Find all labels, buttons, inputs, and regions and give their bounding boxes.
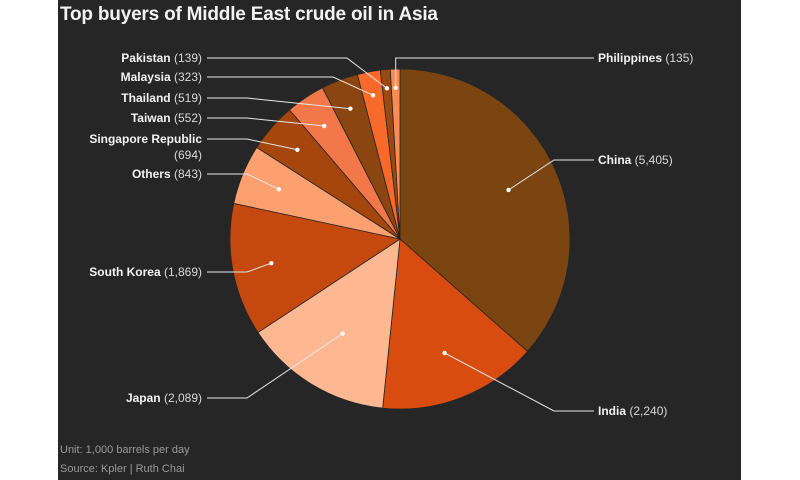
leader-line-malaysia	[207, 76, 374, 96]
leader-dot-india	[442, 350, 447, 356]
leader-line-others	[207, 173, 280, 190]
source-note: Source: Kpler | Ruth Chai	[60, 463, 185, 475]
pie-slice-japan	[257, 238, 401, 409]
leader-dot-philippines	[393, 85, 398, 91]
leader-line-china	[508, 159, 594, 191]
slice-label-value: (843)	[171, 167, 202, 181]
leader-line-india	[444, 352, 594, 412]
slice-label-japan: Japan (2,089)	[126, 391, 202, 405]
slice-label-south-korea: South Korea (1,869)	[89, 265, 202, 279]
leader-line-philippines	[395, 57, 594, 88]
leader-line-japan	[207, 333, 343, 399]
leader-dot-singapore-republic	[295, 147, 300, 152]
pie-slice-india	[382, 238, 529, 410]
chart-title: Top buyers of Middle East crude oil in A…	[60, 4, 438, 25]
leader-dot-japan	[340, 331, 345, 336]
slice-label-name: Japan	[126, 391, 161, 405]
slice-label-name: India	[598, 404, 626, 418]
leader-line-taiwan	[207, 117, 325, 127]
slice-label-name: China	[598, 153, 632, 167]
unit-note: Unit: 1,000 barrels per day	[60, 444, 190, 456]
slice-label-value: (2,089)	[161, 391, 202, 405]
slice-label-value: (5,405)	[631, 153, 672, 167]
leader-dot-others	[276, 187, 282, 192]
slice-label-value: (552)	[171, 111, 202, 125]
slice-label-value: (519)	[171, 91, 202, 105]
slice-label-name: Others	[132, 167, 171, 181]
pie-slice-china	[399, 68, 571, 352]
slice-label-india: India (2,240)	[598, 404, 667, 418]
slice-label-value: (139)	[171, 51, 202, 65]
leader-dot-malaysia	[370, 93, 376, 98]
slice-label-singapore-republic: Singapore Republic	[89, 132, 202, 146]
leader-dot-china	[506, 187, 511, 193]
leader-dot-taiwan	[322, 123, 327, 129]
pie-slice-south-korea	[229, 202, 402, 334]
slice-label-value: (2,240)	[626, 404, 667, 418]
leader-dot-south-korea	[269, 261, 274, 266]
slice-label-name: Philippines	[598, 51, 662, 65]
slice-label-name: Pakistan	[121, 51, 170, 65]
slice-label-malaysia: Malaysia (323)	[121, 70, 202, 84]
slice-label-value: (135)	[662, 51, 693, 65]
slice-label-value-singapore-republic: (694)	[174, 148, 202, 162]
slice-label-pakistan: Pakistan (139)	[121, 51, 202, 65]
leader-line-south-korea	[207, 262, 272, 273]
slice-label-name: Taiwan	[131, 111, 171, 125]
slice-label-value: (323)	[171, 70, 202, 84]
leader-line-thailand	[207, 97, 351, 110]
pie-slice-philippines	[389, 68, 401, 240]
slice-label-taiwan: Taiwan (552)	[131, 111, 202, 125]
slice-label-name: Thailand	[121, 91, 170, 105]
leader-dot-thailand	[348, 106, 353, 111]
leader-dot-pakistan	[384, 86, 390, 91]
slice-label-thailand: Thailand (519)	[121, 91, 202, 105]
slice-label-others: Others (843)	[132, 167, 202, 181]
slice-label-name: Malaysia	[121, 70, 171, 84]
slice-label-philippines: Philippines (135)	[598, 51, 693, 65]
leader-line-pakistan	[207, 57, 388, 89]
slice-label-name: Singapore Republic	[89, 132, 202, 146]
leader-line-singapore-republic	[207, 138, 298, 151]
slice-label-name: South Korea	[89, 265, 161, 279]
slice-label-china: China (5,405)	[598, 153, 673, 167]
slice-label-value: (1,869)	[161, 265, 202, 279]
